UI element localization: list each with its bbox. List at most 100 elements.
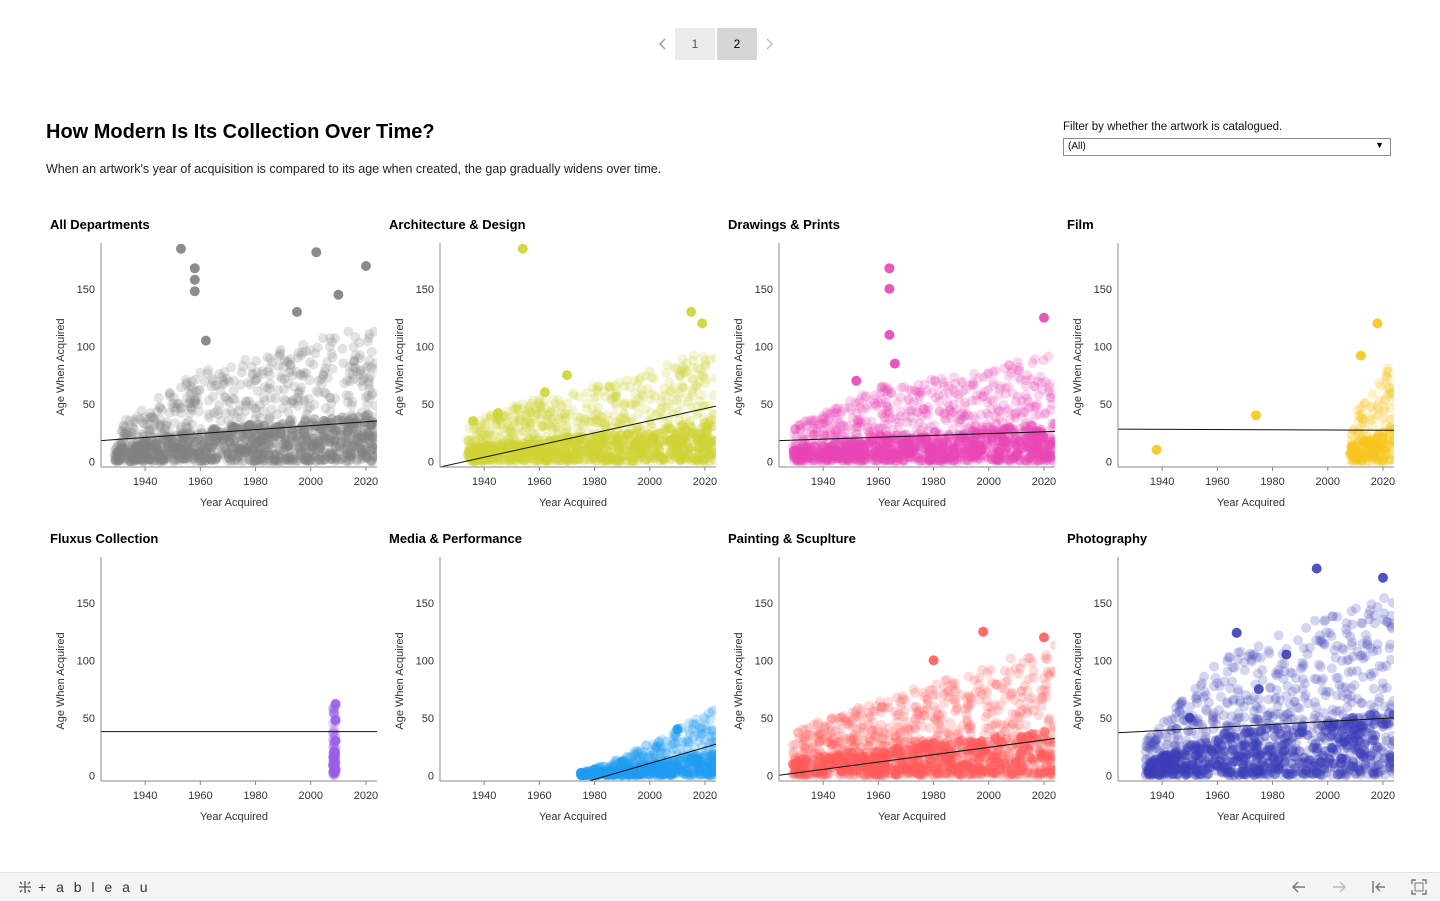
data-point (588, 382, 598, 392)
data-point (1028, 435, 1038, 445)
data-point (685, 768, 695, 778)
data-point (637, 384, 647, 394)
data-point (988, 377, 998, 387)
data-point (330, 747, 340, 757)
data-point (884, 408, 894, 418)
data-point (823, 443, 833, 453)
data-point (213, 430, 223, 440)
data-point (644, 366, 654, 376)
data-point (925, 447, 935, 457)
data-point (311, 247, 321, 257)
data-point (493, 408, 503, 418)
data-point (345, 368, 355, 378)
data-point (629, 430, 639, 440)
data-point (904, 395, 914, 405)
x-tick-label: 2000 (638, 790, 662, 802)
data-point (1004, 381, 1014, 391)
data-point (367, 347, 377, 357)
data-point (641, 454, 651, 464)
data-point (627, 456, 637, 466)
x-tick-label: 1960 (1205, 476, 1229, 488)
data-point (847, 440, 857, 450)
data-point (576, 768, 586, 778)
data-point (1013, 357, 1023, 367)
data-point (162, 436, 172, 446)
data-point (137, 445, 147, 455)
data-point (327, 349, 337, 359)
x-axis-title: Year Acquired (200, 497, 268, 509)
data-point (220, 393, 230, 403)
data-point (363, 337, 373, 347)
data-point (252, 367, 262, 377)
x-tick-label: 2000 (1316, 476, 1340, 488)
data-point (887, 445, 897, 455)
x-axis-title: Year Acquired (539, 811, 607, 823)
dropdown-caret-icon: ▼ (1375, 140, 1384, 150)
y-tick-label: 50 (1100, 399, 1112, 411)
data-point (241, 424, 251, 434)
x-tick-label: 1980 (1260, 476, 1284, 488)
data-point (896, 411, 906, 421)
data-point (979, 391, 989, 401)
y-tick-label: 50 (83, 713, 95, 725)
data-point (1381, 379, 1391, 389)
data-point (649, 433, 659, 443)
data-point (1022, 375, 1032, 385)
data-point (331, 699, 341, 709)
data-point (884, 263, 894, 273)
data-point (154, 393, 164, 403)
y-tick-label: 150 (77, 284, 95, 296)
page-2-button[interactable]: 2 (717, 28, 757, 60)
data-point (1388, 413, 1398, 423)
x-tick-label: 1980 (243, 476, 267, 488)
catalogued-filter-select[interactable]: (All) ▼ (1063, 138, 1391, 156)
data-point (344, 391, 354, 401)
data-point (300, 430, 310, 440)
page-1-button[interactable]: 1 (675, 28, 715, 60)
next-page-button[interactable] (758, 28, 780, 60)
x-tick-label: 2020 (354, 476, 378, 488)
data-point (226, 406, 236, 416)
data-point (672, 395, 682, 405)
data-point (507, 452, 517, 462)
x-tick-label: 1960 (188, 790, 212, 802)
data-point (255, 400, 265, 410)
data-point (204, 395, 214, 405)
data-point (707, 445, 717, 455)
data-point (652, 766, 662, 776)
data-point (953, 436, 963, 446)
data-point (145, 455, 155, 465)
data-point (590, 765, 600, 775)
data-point (870, 390, 880, 400)
data-point (556, 449, 566, 459)
data-point (613, 418, 623, 428)
data-point (957, 415, 967, 425)
data-point (683, 737, 693, 747)
data-point (701, 428, 711, 438)
data-point (834, 453, 844, 463)
x-tick-label: 1960 (188, 476, 212, 488)
data-point (703, 758, 713, 768)
x-tick-label: 1960 (866, 476, 890, 488)
data-point (111, 456, 121, 466)
data-point (1046, 393, 1056, 403)
data-point (1368, 389, 1378, 399)
data-point (636, 440, 646, 450)
data-point (809, 429, 819, 439)
data-points (788, 627, 1060, 781)
data-point (1047, 439, 1057, 449)
data-point (357, 447, 367, 457)
y-axis-title: Age When Acquired (394, 632, 406, 729)
data-point (242, 397, 252, 407)
data-point (572, 417, 582, 427)
prev-page-button[interactable] (652, 28, 674, 60)
data-point (938, 451, 948, 461)
data-point (617, 757, 627, 767)
